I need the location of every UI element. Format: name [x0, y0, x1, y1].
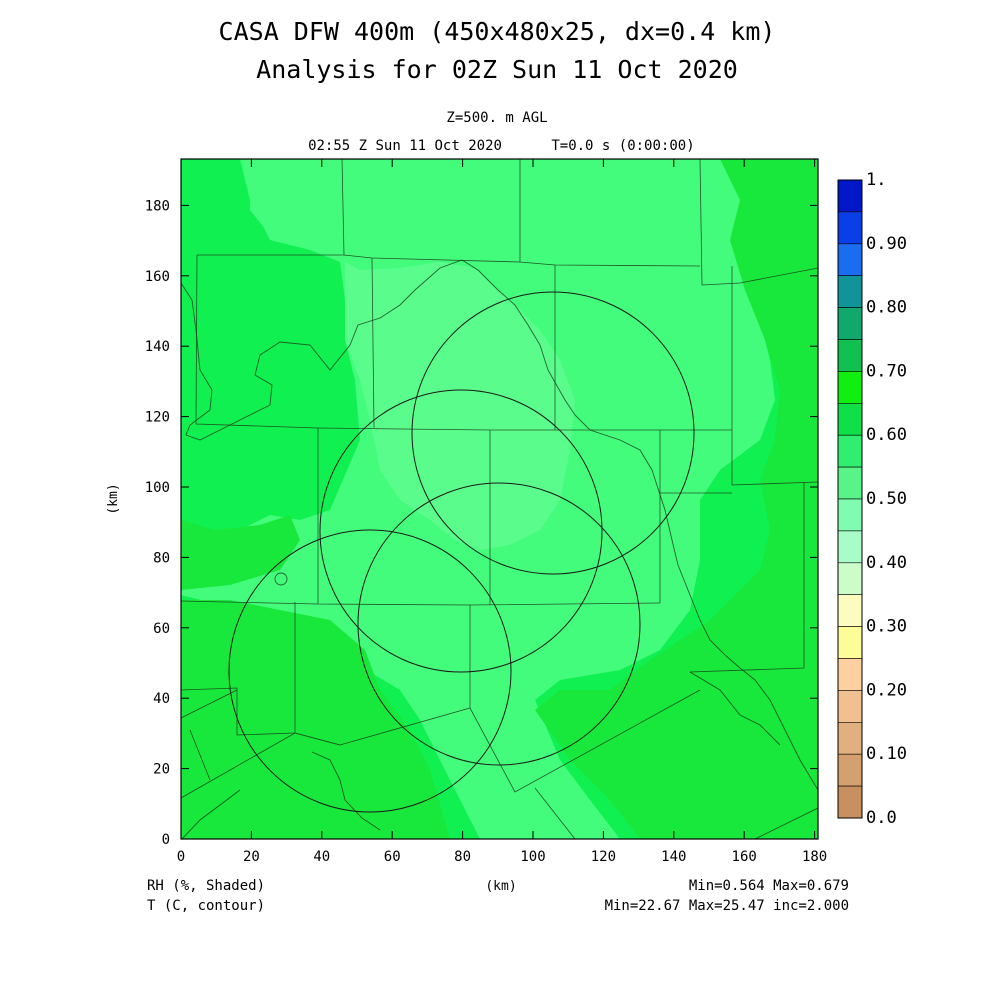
- county-boundaries: [181, 159, 818, 839]
- range-ring-2: [319, 389, 603, 673]
- colorbar-segment: [837, 179, 863, 213]
- colorbar-segment: [837, 562, 863, 595]
- hydrography: [181, 259, 818, 839]
- colorbar-segment: [837, 626, 863, 659]
- x-tick-label: 20: [243, 849, 260, 865]
- x-tick-label: 180: [802, 849, 827, 865]
- plot-frame: [180, 158, 819, 840]
- x-tick-label: 80: [454, 849, 471, 865]
- title-line2: Analysis for 02Z Sun 11 Oct 2020: [256, 55, 738, 84]
- contour-field-label: T (C, contour): [147, 898, 265, 914]
- rh-field-darker-southwest: [181, 600, 450, 839]
- y-tick-label: 20: [153, 762, 170, 778]
- range-ring-3: [357, 482, 641, 766]
- colorbar-label: 0.30: [866, 617, 907, 637]
- colorbar-segment: [837, 402, 863, 436]
- colorbar-segment: [837, 211, 863, 245]
- colorbar-label: 1.: [866, 170, 886, 190]
- valid-time-label: 02:55 Z Sun 11 Oct 2020: [308, 138, 502, 154]
- colorbar-segment: [837, 721, 863, 755]
- x-tick-label: 0: [177, 849, 185, 865]
- colorbar-segment: [837, 690, 863, 723]
- y-tick-label: 180: [145, 198, 170, 214]
- colorbar: 1. 0.90 0.80 0.70 0.60 0.50 0.40 0.30 0.20 0.10 0.…: [837, 170, 907, 828]
- map-plot-area: [181, 159, 818, 839]
- y-tick-label: 60: [153, 621, 170, 637]
- colorbar-label: 0.40: [866, 553, 907, 573]
- x-tick-label: 160: [732, 849, 757, 865]
- colorbar-label: 0.10: [866, 744, 907, 764]
- colorbar-label: 0.0: [866, 808, 897, 828]
- forecast-time-label: T=0.0 s (0:00:00): [551, 138, 694, 154]
- x-tick-label: 60: [384, 849, 401, 865]
- x-axis: 0 20 40 60 80 100 120 140 160 180: [177, 159, 827, 865]
- y-tick-label: 40: [153, 691, 170, 707]
- colorbar-label: 0.80: [866, 298, 907, 318]
- colorbar-segment: [837, 785, 863, 819]
- colorbar-segment: [837, 243, 863, 277]
- title-line1: CASA DFW 400m (450x480x25, dx=0.4 km): [219, 17, 776, 46]
- rh-field-darker-northeast: [535, 159, 818, 839]
- contour-stats: Min=22.67 Max=25.47 inc=2.000: [605, 898, 849, 914]
- y-tick-label: 120: [145, 410, 170, 426]
- shaded-stats: Min=0.564 Max=0.679: [689, 878, 849, 894]
- colorbar-segment: [837, 466, 863, 500]
- y-tick-label: 160: [145, 269, 170, 285]
- x-tick-label: 120: [591, 849, 616, 865]
- colorbar-label: 0.20: [866, 680, 907, 700]
- y-tick-label: 140: [145, 339, 170, 355]
- rh-field-lighter-north: [250, 159, 480, 262]
- x-tick-label: 100: [520, 849, 545, 865]
- y-tick-label: 80: [153, 550, 170, 566]
- level-label: Z=500. m AGL: [446, 110, 547, 126]
- colorbar-segment: [837, 275, 863, 308]
- x-tick-label: 40: [313, 849, 330, 865]
- x-tick-label: 140: [661, 849, 686, 865]
- y-axis: 0 20 40 60 80 100 120 140 160 180: [145, 198, 818, 848]
- shaded-field-label: RH (%, Shaded): [147, 878, 265, 894]
- rh-field-lightest: [345, 262, 575, 550]
- y-tick-label: 100: [145, 480, 170, 496]
- range-ring-1: [411, 291, 695, 575]
- colorbar-segment: [837, 371, 863, 404]
- x-axis-label: (km): [485, 879, 516, 894]
- colorbar-label: 0.70: [866, 361, 907, 381]
- y-tick-label: 0: [162, 832, 170, 848]
- colorbar-label: 0.60: [866, 425, 907, 445]
- colorbar-segment: [837, 658, 863, 691]
- colorbar-segment: [837, 307, 863, 340]
- range-ring-4: [228, 529, 512, 813]
- colorbar-segment: [837, 434, 863, 468]
- radar-range-rings: [228, 291, 695, 813]
- y-axis-label: (km): [106, 483, 121, 514]
- colorbar-segment: [837, 339, 863, 372]
- colorbar-segment: [837, 530, 863, 564]
- colorbar-segment: [837, 594, 863, 627]
- colorbar-label: 0.90: [866, 234, 907, 254]
- colorbar-label: 0.50: [866, 489, 907, 509]
- colorbar-segment: [837, 498, 863, 532]
- colorbar-segment: [837, 753, 863, 787]
